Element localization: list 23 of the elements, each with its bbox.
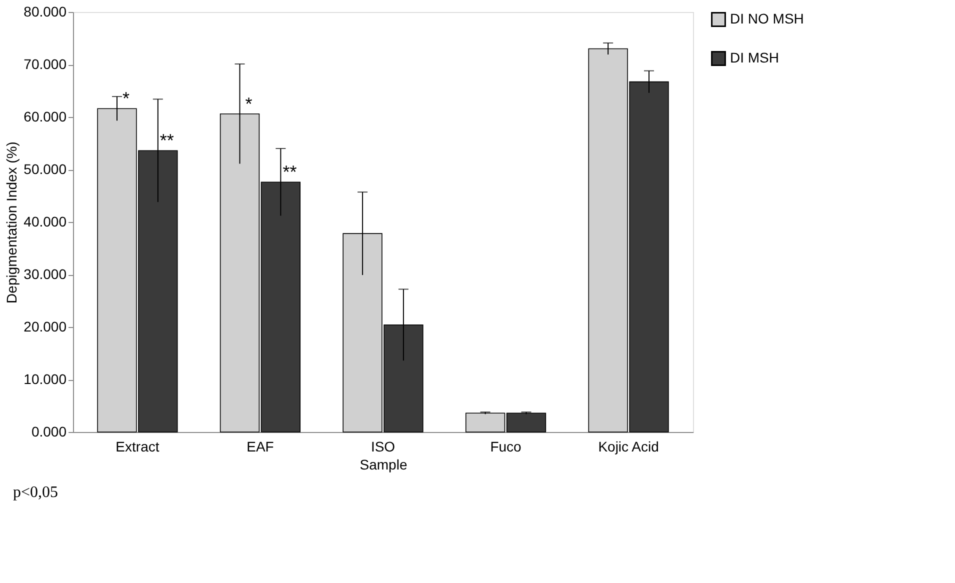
annotation: * bbox=[122, 88, 130, 109]
text: p<0,05 bbox=[13, 484, 58, 501]
y-tick-label: 70.000 bbox=[24, 56, 67, 72]
y-tick-label: 10.000 bbox=[24, 371, 67, 387]
y-tick-label: 20.000 bbox=[24, 318, 67, 334]
y-axis-title: Depigmentation Index (%) bbox=[4, 142, 20, 304]
x-tick-label: Kojic Acid bbox=[598, 438, 659, 454]
legend-label: DI NO MSH bbox=[730, 10, 804, 26]
x-tick-label: ISO bbox=[370, 438, 396, 454]
x-tick-label: Fuco bbox=[490, 438, 522, 454]
y-tick-label: 40.000 bbox=[24, 214, 67, 230]
y-tick-label: 30.000 bbox=[24, 266, 67, 282]
x-tick-label: Extract bbox=[116, 438, 160, 454]
y-tick-label: 0.000 bbox=[31, 424, 67, 440]
y-tick-label: 60.000 bbox=[24, 108, 67, 124]
x-tick-label: EAF bbox=[246, 438, 274, 454]
y-tick-label: 80.000 bbox=[24, 4, 67, 20]
annotation: * bbox=[245, 94, 252, 114]
legend-label: DI MSH bbox=[730, 50, 779, 66]
y-tick-label: 50.000 bbox=[24, 161, 67, 177]
annotation: ** bbox=[160, 130, 174, 151]
annotation: ** bbox=[282, 162, 297, 182]
x-axis-title: Sample bbox=[360, 456, 408, 472]
